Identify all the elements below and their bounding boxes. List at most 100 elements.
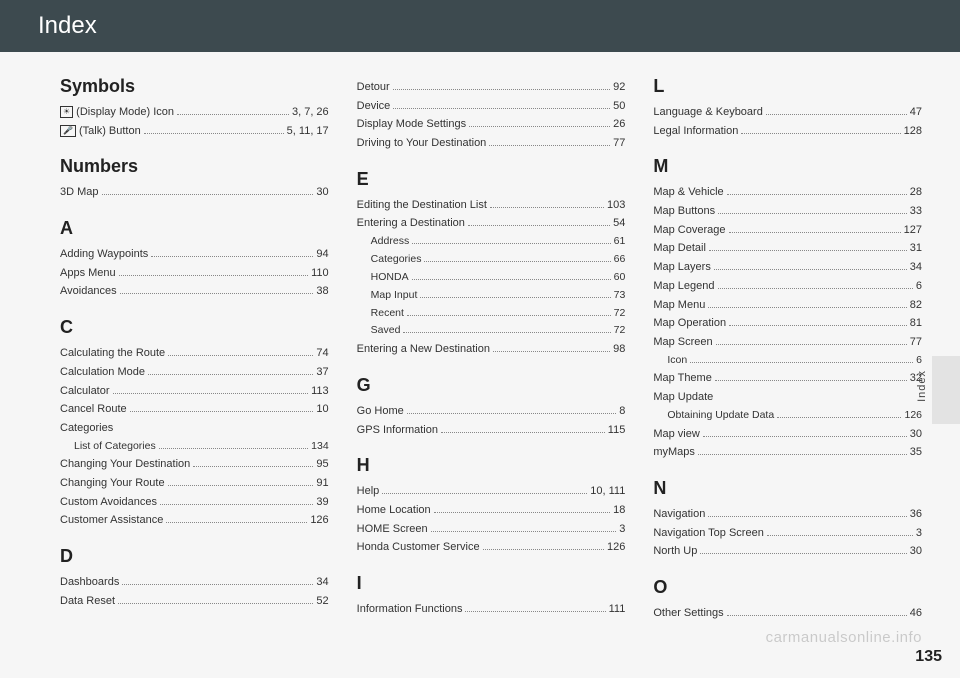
entry-label: GPS Information	[357, 421, 438, 440]
index-entry: Device50	[357, 97, 626, 116]
leader-dots	[102, 194, 314, 195]
entry-page: 18	[613, 501, 625, 520]
leader-dots	[767, 535, 913, 536]
entry-label: Categories	[371, 251, 422, 269]
entry-label: Categories	[60, 419, 113, 438]
leader-dots	[424, 261, 610, 262]
entry-label: HONDA	[371, 269, 409, 287]
entry-label: 🎤(Talk) Button	[60, 122, 141, 141]
entry-label: Map Theme	[653, 369, 712, 388]
entry-label: Language & Keyboard	[653, 103, 762, 122]
section-head: Symbols	[60, 76, 329, 97]
entry-page: 6	[916, 352, 922, 370]
leader-dots	[393, 89, 610, 90]
entry-label: Navigation Top Screen	[653, 524, 763, 543]
leader-dots	[407, 413, 616, 414]
entry-label: North Up	[653, 542, 697, 561]
column-3: LLanguage & Keyboard47Legal Information1…	[653, 76, 922, 623]
index-entry: Display Mode Settings26	[357, 115, 626, 134]
entry-page: 73	[614, 287, 626, 305]
index-entry: North Up 30	[653, 542, 922, 561]
entry-page: 10	[316, 400, 328, 419]
entry-page: 72	[614, 322, 626, 340]
entry-icon: ☀	[60, 106, 73, 118]
leader-dots	[168, 355, 313, 356]
index-entry: Home Location18	[357, 501, 626, 520]
entry-page: 3, 7, 26	[292, 103, 329, 122]
entry-page: 126	[904, 407, 922, 425]
side-label: Index	[916, 370, 928, 402]
section-head: Numbers	[60, 156, 329, 177]
entry-label: Adding Waypoints	[60, 245, 148, 264]
watermark-text: carmanualsonline.info	[766, 629, 922, 646]
section-head: L	[653, 76, 922, 97]
entry-page: 30	[316, 183, 328, 202]
entry-page: 103	[607, 196, 625, 215]
entry-label: Map Menu	[653, 296, 705, 315]
entry-label: Map Input	[371, 287, 418, 305]
section-head: A	[60, 218, 329, 239]
index-entry: Data Reset52	[60, 592, 329, 611]
entry-page: 82	[910, 296, 922, 315]
entry-page: 91	[316, 474, 328, 493]
entry-label: Custom Avoidances	[60, 493, 157, 512]
leader-dots	[709, 250, 907, 251]
entry-label: List of Categories	[74, 438, 156, 456]
entry-page: 28	[910, 183, 922, 202]
index-entry: Avoidances38	[60, 282, 329, 301]
leader-dots	[729, 325, 907, 326]
entry-label: Icon	[667, 352, 687, 370]
entry-label: Map Screen	[653, 333, 712, 352]
entry-page: 39	[316, 493, 328, 512]
entry-page: 126	[607, 538, 625, 557]
index-entry: Obtaining Update Data126	[653, 407, 922, 425]
entry-label: Changing Your Route	[60, 474, 165, 493]
leader-dots	[729, 232, 901, 233]
page-title: Index	[38, 12, 97, 40]
entry-page: 26	[613, 115, 625, 134]
leader-dots	[119, 275, 308, 276]
leader-dots	[718, 288, 913, 289]
section-head: G	[357, 375, 626, 396]
entry-page: 37	[316, 363, 328, 382]
leader-dots	[382, 493, 587, 494]
index-entry: 🎤(Talk) Button5, 11, 17	[60, 122, 329, 141]
index-entry: Changing Your Route 91	[60, 474, 329, 493]
entry-label: Dashboards	[60, 573, 119, 592]
leader-dots	[393, 108, 610, 109]
index-entry: Information Functions111	[357, 600, 626, 619]
entry-page: 60	[614, 269, 626, 287]
entry-page: 38	[316, 282, 328, 301]
leader-dots	[412, 243, 610, 244]
entry-page: 33	[910, 202, 922, 221]
index-entry: Calculator113	[60, 382, 329, 401]
leader-dots	[159, 448, 308, 449]
entry-label: Entering a New Destination	[357, 340, 490, 359]
index-entry: List of Categories134	[60, 438, 329, 456]
index-content: Symbols☀(Display Mode) Icon3, 7, 26🎤(Tal…	[0, 52, 960, 623]
entry-page: 35	[910, 443, 922, 462]
entry-page: 72	[614, 305, 626, 323]
leader-dots	[403, 332, 610, 333]
entry-label: Changing Your Destination	[60, 455, 190, 474]
entry-page: 54	[613, 214, 625, 233]
index-entry: Adding Waypoints94	[60, 245, 329, 264]
index-entry: Recent72	[357, 305, 626, 323]
entry-page: 30	[910, 542, 922, 561]
index-entry: HOME Screen3	[357, 520, 626, 539]
entry-page: 98	[613, 340, 625, 359]
leader-dots	[148, 374, 313, 375]
leader-dots	[166, 522, 307, 523]
leader-dots	[144, 133, 284, 134]
index-entry: Map Update	[653, 388, 922, 407]
index-entry: Map view30	[653, 425, 922, 444]
index-entry: Map Coverage127	[653, 221, 922, 240]
index-entry: Dashboards34	[60, 573, 329, 592]
leader-dots	[690, 362, 913, 363]
leader-dots	[177, 114, 289, 115]
leader-dots	[151, 256, 313, 257]
index-entry: Map Operation81	[653, 314, 922, 333]
leader-dots	[714, 269, 907, 270]
entry-page: 34	[910, 258, 922, 277]
leader-dots	[727, 194, 907, 195]
